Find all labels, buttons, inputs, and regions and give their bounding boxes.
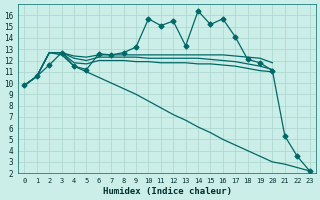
X-axis label: Humidex (Indice chaleur): Humidex (Indice chaleur) <box>102 187 232 196</box>
